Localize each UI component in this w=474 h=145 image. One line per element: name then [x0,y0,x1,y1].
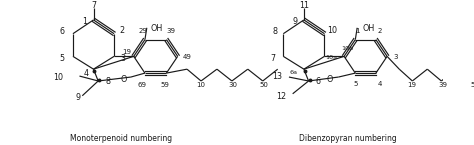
Text: O: O [327,75,333,84]
Text: OH: OH [150,24,162,33]
Text: 8: 8 [106,77,111,86]
Text: 39: 39 [439,82,448,88]
Text: 7: 7 [91,1,96,10]
Text: 10b: 10b [342,46,354,51]
Text: 13: 13 [272,71,282,81]
Text: 11: 11 [299,1,309,10]
Text: 10: 10 [54,72,64,81]
Text: 19: 19 [407,82,416,88]
Text: 9: 9 [293,17,298,26]
Text: OH: OH [362,24,374,33]
Text: 1: 1 [82,17,88,26]
Text: 5: 5 [353,81,357,87]
Text: 5: 5 [59,54,64,63]
Text: 59: 59 [471,82,474,88]
Text: 3: 3 [120,54,125,63]
Text: 19: 19 [123,49,132,55]
Text: 8: 8 [273,27,277,36]
Text: Monoterpenoid numbering: Monoterpenoid numbering [71,134,173,143]
Text: 39: 39 [167,28,175,34]
Text: 6: 6 [59,27,64,36]
Text: 10: 10 [327,26,337,35]
Text: 50: 50 [259,82,268,88]
Text: 59: 59 [160,82,169,88]
Text: 49: 49 [182,54,191,60]
Text: 12: 12 [276,92,286,101]
Text: O: O [120,75,127,84]
Text: 3: 3 [393,54,398,60]
Text: 4: 4 [377,81,382,87]
Text: 2: 2 [377,28,382,34]
Text: 7: 7 [271,54,275,63]
Text: 10: 10 [197,82,206,88]
Text: 6a: 6a [290,70,298,75]
Text: 30: 30 [228,82,237,88]
Text: 1: 1 [355,28,359,34]
Text: 6: 6 [315,77,320,86]
Text: 2: 2 [119,26,124,35]
Text: 69: 69 [137,82,146,88]
Text: 10a: 10a [325,55,337,60]
Text: Dibenzopyran numbering: Dibenzopyran numbering [299,134,397,143]
Text: 9: 9 [75,93,80,102]
Text: 4: 4 [83,69,89,78]
Text: 29: 29 [138,28,147,34]
